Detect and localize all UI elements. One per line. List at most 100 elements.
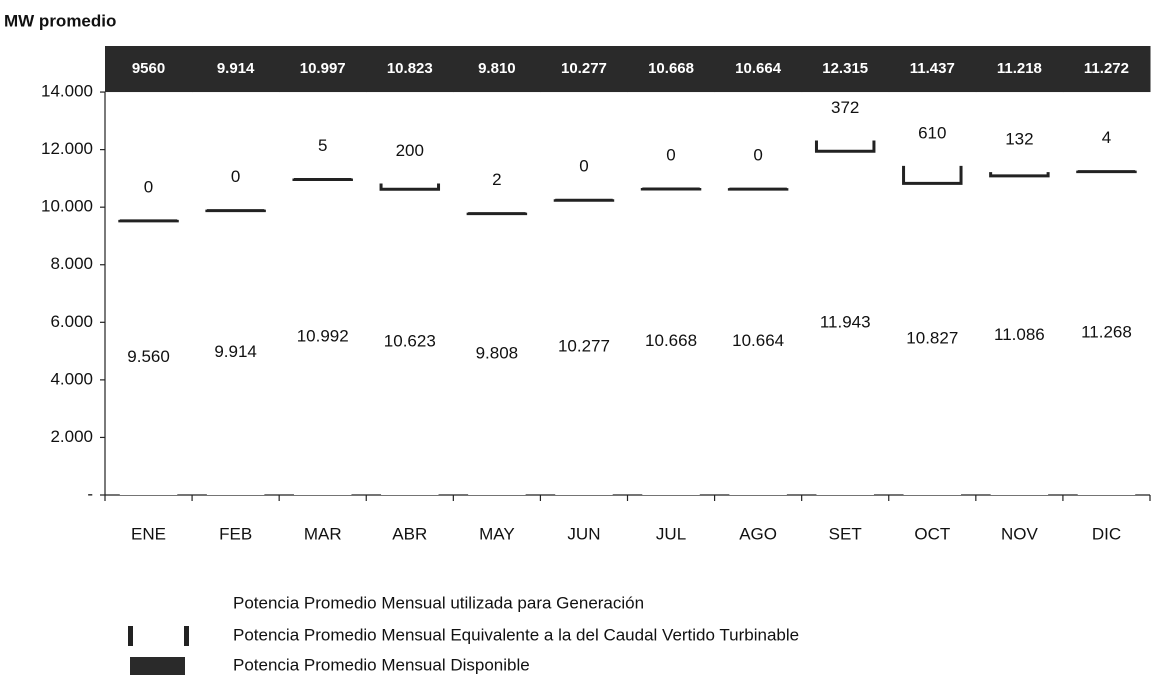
available-cell bbox=[627, 46, 716, 93]
available-label: 10.823 bbox=[387, 60, 433, 77]
available-label: 11.272 bbox=[1084, 60, 1129, 77]
x-tick-label: JUN bbox=[567, 524, 600, 543]
spill-label: 2 bbox=[492, 170, 501, 189]
spill-bar bbox=[379, 181, 441, 191]
generation-label: 10.623 bbox=[384, 332, 436, 351]
spill-bar bbox=[989, 170, 1050, 178]
generation-label: 9.808 bbox=[476, 343, 519, 362]
available-label: 10.668 bbox=[648, 60, 694, 77]
available-label: 9560 bbox=[132, 60, 165, 77]
spill-label: 0 bbox=[753, 146, 762, 165]
available-label: 9.914 bbox=[217, 60, 255, 77]
generation-bar bbox=[642, 187, 700, 496]
generation-bar bbox=[1077, 170, 1136, 496]
generation-bar bbox=[381, 189, 439, 495]
spill-bar bbox=[292, 176, 353, 181]
spill-label: 610 bbox=[918, 123, 946, 142]
generation-bar bbox=[468, 212, 526, 496]
x-tick-label: MAY bbox=[479, 524, 515, 543]
legend-swatch bbox=[130, 595, 190, 613]
available-cell bbox=[540, 46, 628, 93]
y-tick-label: 12.000 bbox=[41, 139, 93, 158]
legend-swatch bbox=[184, 626, 189, 646]
x-tick-label: MAR bbox=[304, 524, 342, 543]
generation-bar bbox=[729, 188, 787, 495]
spill-bar bbox=[205, 208, 266, 213]
available-label: 10.664 bbox=[735, 60, 782, 77]
spill-bar bbox=[902, 164, 963, 185]
available-label: 10.277 bbox=[561, 60, 607, 77]
generation-bar bbox=[555, 199, 613, 496]
spill-label: 0 bbox=[579, 157, 588, 176]
generation-bar bbox=[990, 175, 1049, 495]
x-tick-label: JUL bbox=[656, 524, 686, 543]
generation-bar bbox=[816, 151, 874, 495]
generation-label: 10.664 bbox=[732, 331, 784, 350]
generation-label: 10.668 bbox=[645, 331, 697, 350]
y-tick-label: 4.000 bbox=[50, 369, 93, 388]
generation-bar bbox=[206, 209, 265, 496]
legend-label: Potencia Promedio Mensual Equivalente a … bbox=[233, 625, 799, 644]
available-label: 12.315 bbox=[822, 60, 868, 77]
x-tick-label: OCT bbox=[914, 524, 950, 543]
legend-label: Potencia Promedio Mensual Disponible bbox=[233, 655, 530, 674]
generation-label: 11.268 bbox=[1081, 322, 1132, 341]
y-tick-label: - bbox=[87, 484, 93, 503]
x-tick-label: AGO bbox=[739, 524, 777, 543]
y-tick-label: 10.000 bbox=[41, 197, 93, 216]
available-label: 10.997 bbox=[300, 60, 346, 77]
generation-label: 11.943 bbox=[820, 313, 871, 332]
generation-label: 9.914 bbox=[214, 342, 257, 361]
generation-label: 10.277 bbox=[558, 337, 610, 356]
spill-bar bbox=[1076, 169, 1137, 174]
y-tick-label: 8.000 bbox=[50, 254, 93, 273]
available-cell bbox=[192, 46, 280, 93]
available-cell bbox=[366, 46, 454, 93]
spill-label: 372 bbox=[831, 98, 859, 117]
available-label: 9.810 bbox=[478, 60, 516, 77]
y-axis-title: MW promedio bbox=[4, 11, 116, 30]
spill-label: 5 bbox=[318, 136, 327, 155]
x-tick-label: SET bbox=[829, 524, 862, 543]
generation-bar bbox=[903, 183, 962, 496]
x-tick-label: NOV bbox=[1001, 524, 1039, 543]
x-tick-label: DIC bbox=[1092, 524, 1121, 543]
spill-bar bbox=[553, 197, 615, 202]
spill-label: 200 bbox=[396, 141, 424, 160]
available-label: 11.437 bbox=[910, 60, 955, 77]
spill-bar bbox=[640, 186, 702, 191]
y-tick-label: 14.000 bbox=[41, 82, 93, 101]
spill-bar bbox=[466, 211, 528, 216]
generation-label: 10.827 bbox=[906, 329, 958, 348]
available-cell bbox=[279, 46, 367, 93]
available-cell bbox=[975, 46, 1064, 93]
legend-swatch bbox=[128, 626, 133, 646]
spill-bar bbox=[118, 218, 179, 223]
available-cell bbox=[105, 46, 193, 93]
available-cell bbox=[453, 46, 541, 93]
legend-label: Potencia Promedio Mensual utilizada para… bbox=[233, 593, 644, 612]
available-label: 11.218 bbox=[997, 60, 1042, 77]
x-tick-label: ABR bbox=[392, 524, 427, 543]
generation-label: 11.086 bbox=[994, 325, 1045, 344]
available-cell bbox=[1062, 46, 1151, 93]
x-tick-label: FEB bbox=[219, 524, 252, 543]
available-cell bbox=[888, 46, 977, 93]
y-tick-label: 2.000 bbox=[50, 427, 93, 446]
spill-label: 132 bbox=[1005, 130, 1033, 149]
generation-label: 10.992 bbox=[297, 326, 349, 345]
generation-label: 9.560 bbox=[127, 347, 170, 366]
spill-label: 4 bbox=[1102, 128, 1111, 147]
y-tick-label: 6.000 bbox=[50, 312, 93, 331]
spill-bar bbox=[727, 186, 789, 191]
spill-label: 0 bbox=[231, 167, 240, 186]
available-cell bbox=[714, 46, 803, 93]
available-cell bbox=[801, 46, 890, 93]
legend-swatch bbox=[130, 657, 185, 675]
available-band: 9560 9.914 10.997 10.823 9.810 10.277 10.668 10… bbox=[105, 46, 1151, 93]
spill-label: 0 bbox=[666, 145, 675, 164]
spill-bar bbox=[814, 139, 876, 153]
generation-bar bbox=[293, 178, 352, 495]
generation-bar bbox=[119, 219, 178, 496]
